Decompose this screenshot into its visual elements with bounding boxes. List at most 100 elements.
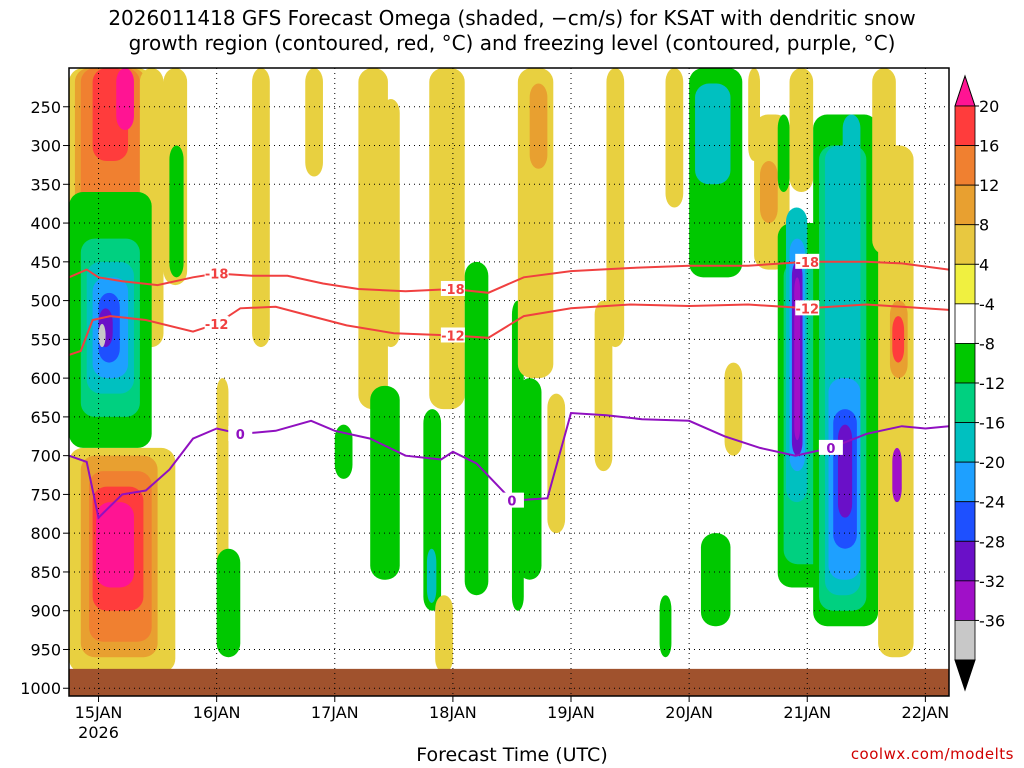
- contour-label: 0: [507, 495, 516, 510]
- contour-line: [69, 411, 949, 520]
- omega-cell: [98, 323, 106, 348]
- omega-cell: [794, 277, 801, 441]
- omega-cell: [116, 68, 134, 131]
- colorbar-label: -12: [979, 374, 1005, 393]
- omega-cell: [695, 83, 731, 185]
- colorbar-label: 4: [979, 255, 989, 274]
- omega-cell: [305, 68, 323, 177]
- omega-cell: [837, 424, 853, 518]
- colorbar-segment: [954, 263, 976, 305]
- omega-cell: [724, 362, 743, 456]
- terrain: [69, 668, 949, 696]
- contour-label-bg: [204, 315, 229, 331]
- colorbar-label: -16: [979, 414, 1005, 433]
- omega-cell: [358, 68, 388, 410]
- contour-label: -18: [441, 283, 465, 298]
- y-tick-label: 400: [30, 214, 61, 233]
- colorbar-label: -28: [979, 532, 1005, 551]
- y-tick-label: 750: [30, 485, 61, 504]
- contour-label-bg: [440, 280, 465, 296]
- credit-link[interactable]: coolwx.com/modelts: [850, 745, 1014, 763]
- y-tick-label: 800: [30, 524, 61, 543]
- colorbar-label: -20: [979, 453, 1005, 472]
- y-tick-label: 550: [30, 330, 61, 349]
- contour-label: -18: [205, 267, 229, 282]
- colorbar-segment: [954, 105, 976, 146]
- y-tick-label: 300: [30, 137, 61, 156]
- y-tick-label: 350: [30, 175, 61, 194]
- contour-label-bg: [440, 327, 465, 343]
- omega-cell: [216, 378, 229, 572]
- omega-cell: [426, 548, 437, 603]
- x-tick-label: 16JAN: [193, 703, 241, 722]
- contour-label-bg: [795, 300, 820, 316]
- x-tick-label: 19JAN: [547, 703, 595, 722]
- contour-line: [69, 260, 949, 294]
- omega-cell: [429, 68, 465, 410]
- colorbar-segment: [954, 343, 976, 384]
- omega-cell: [760, 161, 778, 224]
- omega-cell: [789, 68, 814, 193]
- omega-shading: [69, 68, 914, 673]
- colorbar-segment: [954, 422, 976, 463]
- omega-cell: [842, 114, 861, 348]
- colorbar-label: 8: [979, 216, 989, 235]
- omega-cell: [334, 424, 353, 479]
- colorbar-segment: [954, 145, 976, 186]
- omega-cell: [169, 145, 184, 278]
- x-year-label: 2026: [78, 723, 119, 742]
- omega-cell: [529, 83, 548, 169]
- colorbar-segment: [954, 303, 976, 344]
- x-tick-label: 18JAN: [429, 703, 477, 722]
- colorbar-top-arrow: [954, 74, 976, 107]
- y-tick-label: 600: [30, 369, 61, 388]
- y-tick-label: 500: [30, 292, 61, 311]
- colorbar-label: -4: [979, 295, 995, 314]
- contour-label: 0: [826, 442, 835, 457]
- contour-label: -12: [796, 302, 820, 317]
- colorbar-label: -8: [979, 334, 995, 353]
- contour-label: -12: [441, 329, 465, 344]
- omega-cell: [872, 68, 896, 255]
- y-tick-label: 950: [30, 640, 61, 659]
- colorbar-label: 20: [979, 97, 999, 116]
- contour-label-bg: [795, 253, 820, 269]
- colorbar-label: 16: [979, 137, 999, 156]
- omega-cell: [252, 68, 270, 348]
- colorbar-bottom-arrow: [954, 659, 976, 692]
- contour-label: -18: [796, 256, 820, 271]
- contour-line: [69, 303, 949, 356]
- x-tick-label: 22JAN: [902, 703, 950, 722]
- x-tick-label: 21JAN: [783, 703, 831, 722]
- chart-title: 2026011418 GFS Forecast Omega (shaded, −…: [0, 6, 1024, 56]
- colorbar-segment: [954, 184, 976, 226]
- title-line-1: 2026011418 GFS Forecast Omega (shaded, −…: [108, 6, 916, 30]
- contour-label-bg: [818, 439, 843, 455]
- omega-cell: [665, 68, 684, 208]
- omega-cell: [435, 595, 453, 673]
- omega-cell: [700, 533, 731, 627]
- x-tick-label: 17JAN: [311, 703, 359, 722]
- contour-label-bg: [204, 265, 229, 281]
- omega-cell: [606, 68, 625, 348]
- plot-frame: [68, 67, 950, 697]
- contour-label-bg: [499, 492, 524, 508]
- omega-cell: [382, 99, 400, 348]
- contour-label-bg: [228, 425, 253, 441]
- colorbar-segment: [954, 540, 976, 582]
- colorbar-segment: [954, 461, 976, 503]
- x-tick-label: 15JAN: [75, 703, 123, 722]
- colorbar-label: -32: [979, 572, 1005, 591]
- omega-cell: [878, 145, 914, 658]
- omega-cell: [464, 261, 489, 596]
- title-line-2: growth region (contoured, red, °C) and f…: [128, 31, 896, 55]
- contour-label: -12: [205, 318, 229, 333]
- y-tick-label: 450: [30, 253, 61, 272]
- colorbar: 20 16 12 8 4 -4 -8 -12 -16 -20 -24 -28 -32 -36: [954, 74, 1005, 692]
- omega-cell: [659, 595, 672, 658]
- omega-cell: [96, 502, 134, 588]
- contour-label: 0: [236, 428, 245, 443]
- y-tick-label: 700: [30, 447, 61, 466]
- omega-cell: [892, 447, 902, 503]
